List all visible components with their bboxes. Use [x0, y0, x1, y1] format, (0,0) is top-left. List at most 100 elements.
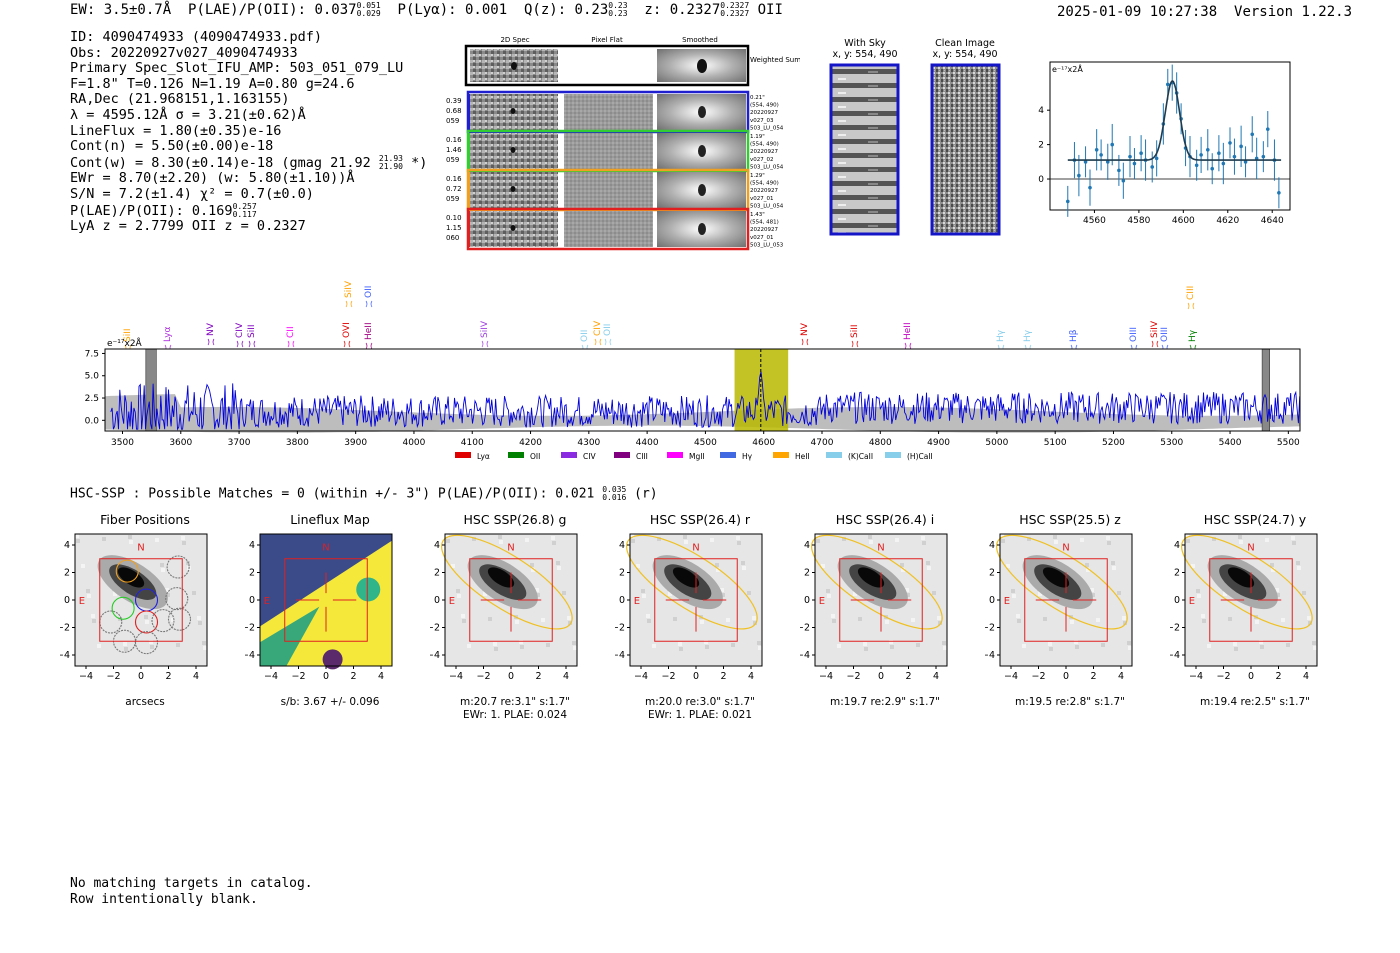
linefit-point: [1243, 160, 1248, 164]
hsc-panel-caption: s/b: 3.67 +/- 0.096: [255, 696, 405, 709]
cutout-row-meta: v027_03: [750, 118, 774, 124]
hsc-noise-pixel: [736, 536, 740, 540]
spectral-line-label: Hγ: [1188, 329, 1198, 342]
hsc-noise-pixel: [683, 535, 687, 539]
hsc-noise-pixel: [721, 593, 725, 597]
hsc-xtick-label: 4: [933, 671, 939, 682]
linefit-unit-label: e⁻¹⁷x2Å: [1052, 63, 1083, 74]
spectral-line-bracket: [481, 340, 489, 348]
hsc-ytick-label: 2: [804, 568, 810, 579]
hsc-xtick-label: 4: [563, 671, 569, 682]
spectral-line-label: SiIV: [344, 280, 354, 298]
hsc-noise-pixel: [567, 616, 571, 620]
spectral-line-label: CII: [286, 326, 296, 338]
clean-image: [930, 63, 1001, 236]
clean-title: Clean Image x, y: 554, 490: [928, 38, 1002, 60]
spectral-line-label: Hγ: [996, 329, 1006, 342]
hsc-noise-pixel: [483, 592, 487, 596]
hsc-caption-line1: s/b: 3.67 +/- 0.096: [280, 696, 380, 708]
spectral-line-bracket: [604, 338, 612, 346]
hsc-noise-pixel: [731, 643, 735, 647]
hsc-noise-pixel: [922, 541, 926, 545]
cutout-row-meta: 1.19": [750, 134, 765, 140]
hsc-noise-pixel: [752, 616, 756, 620]
linefit-xtick-label: 4580: [1127, 216, 1150, 226]
col-label-pixelflat: Pixel Flat: [591, 36, 623, 44]
hsc-noise-pixel: [1292, 541, 1296, 545]
spectral-line-bracket: [1151, 340, 1159, 348]
line-fit-plot: e⁻¹⁷x2Å 4560 4580 4600 4620 4640 0 2 4: [1038, 61, 1291, 226]
hsc-ytick-label: −2: [985, 623, 995, 634]
fiber-circle: [134, 631, 159, 655]
hsc-noise-pixel: [1233, 642, 1237, 646]
hsc-xtick-label: 2: [165, 671, 171, 682]
aperture-ellipse: [625, 534, 758, 630]
hsc-noise-pixel: [102, 537, 106, 541]
hsc-noise-pixel: [1043, 617, 1047, 621]
hsc-noise-pixel: [932, 591, 936, 595]
lineflux-map-low: [322, 649, 343, 670]
cutout-row-value: 059: [446, 195, 459, 203]
hsc-caption-line2: EWr: 1. PLAE: 0.021: [647, 708, 753, 721]
hsc-ytick-label: 4: [64, 540, 70, 551]
linefit-point: [1217, 151, 1221, 156]
hsc-noise-pixel: [747, 591, 751, 595]
hsc-noise-pixel: [1090, 588, 1094, 592]
linefit-point: [1221, 161, 1226, 166]
spectral-line-label: OII: [364, 286, 374, 298]
clean-label: Clean Image: [935, 38, 995, 49]
hsc-noise-pixel: [129, 540, 133, 544]
compass-east: E: [1004, 596, 1010, 607]
spectral-line-label: CIV: [593, 320, 603, 336]
hsc-noise-pixel: [700, 620, 704, 624]
hsc-noise-pixel: [81, 564, 85, 568]
compass-east: E: [449, 596, 455, 607]
hsc-xtick-label: 2: [535, 671, 541, 682]
info-id: ID: 4090474933 (4090474933.pdf): [70, 29, 322, 45]
spectral-line-bracket: [287, 340, 295, 348]
hsc-noise-pixel: [1080, 538, 1084, 542]
linefit-point: [1232, 154, 1237, 159]
hsc-panel-image: N E −4 −2 0 2 4 4 2 0 −2 −4: [985, 533, 1133, 682]
search-box: [654, 558, 738, 642]
hsc-panel-caption: m:19.5 re:2.8" s:1.7": [995, 696, 1145, 709]
legend-swatch: [885, 452, 901, 458]
header-z: z: 0.2327: [644, 2, 721, 18]
legend-label: CIV: [583, 452, 596, 461]
hsc-noise-pixel: [562, 591, 566, 595]
legend-swatch: [667, 452, 683, 458]
hsc-noise-pixel: [853, 592, 857, 596]
cutout-row-4: 0.10 1.15 060 1.43" (554, 481)20220927 v027_0…: [446, 207, 784, 251]
hsc-noise-pixel: [1234, 647, 1238, 651]
hsc-ytick-label: 0: [989, 595, 995, 606]
hsc-noise-pixel: [943, 646, 947, 650]
hsc-noise-pixel: [1075, 645, 1079, 649]
hsc-noise-pixel: [552, 541, 556, 545]
linefit-point: [1265, 127, 1270, 131]
hsc-ytick-label: −4: [430, 650, 440, 661]
fiber-circle: [165, 587, 189, 611]
hsc-xtick-label: −4: [79, 671, 93, 682]
cutout-row-meta: v027_02: [750, 157, 774, 163]
hsc-noise-pixel: [1101, 643, 1105, 647]
hsc-xtick-label: 2: [905, 671, 911, 682]
hsc-noise-pixel: [1265, 538, 1269, 542]
header-ew: EW: 3.5±0.7Å: [70, 2, 172, 18]
linefit-point: [1205, 147, 1210, 152]
hsc-noise-pixel: [1238, 535, 1242, 539]
hsc-noise-pixel: [1012, 594, 1016, 598]
spectrum-xtick-label: 5300: [1160, 438, 1183, 448]
cutout-row-meta: 0.21": [750, 95, 765, 101]
hsc-noise-pixel: [1276, 593, 1280, 597]
linefit-xtick-label: 4560: [1083, 216, 1106, 226]
info-lya: LyA z = 2.7799 OII z = 0.2327: [70, 218, 306, 235]
hsc-xtick-label: 0: [1063, 671, 1069, 682]
spectrum-xtick-label: 3700: [228, 438, 251, 448]
hsc-noise-pixel: [1223, 592, 1227, 596]
linefit-point: [1117, 168, 1121, 173]
hsc-noise-pixel: [182, 541, 186, 545]
full-spectrum-plot: e⁻¹⁷x2Å 0.0 2.5 5.0 7.5 3500 3600 3700 3800 3900 4…: [85, 337, 1301, 461]
hsc-noise-pixel: [900, 563, 904, 567]
spectral-line-bracket: [594, 338, 602, 346]
